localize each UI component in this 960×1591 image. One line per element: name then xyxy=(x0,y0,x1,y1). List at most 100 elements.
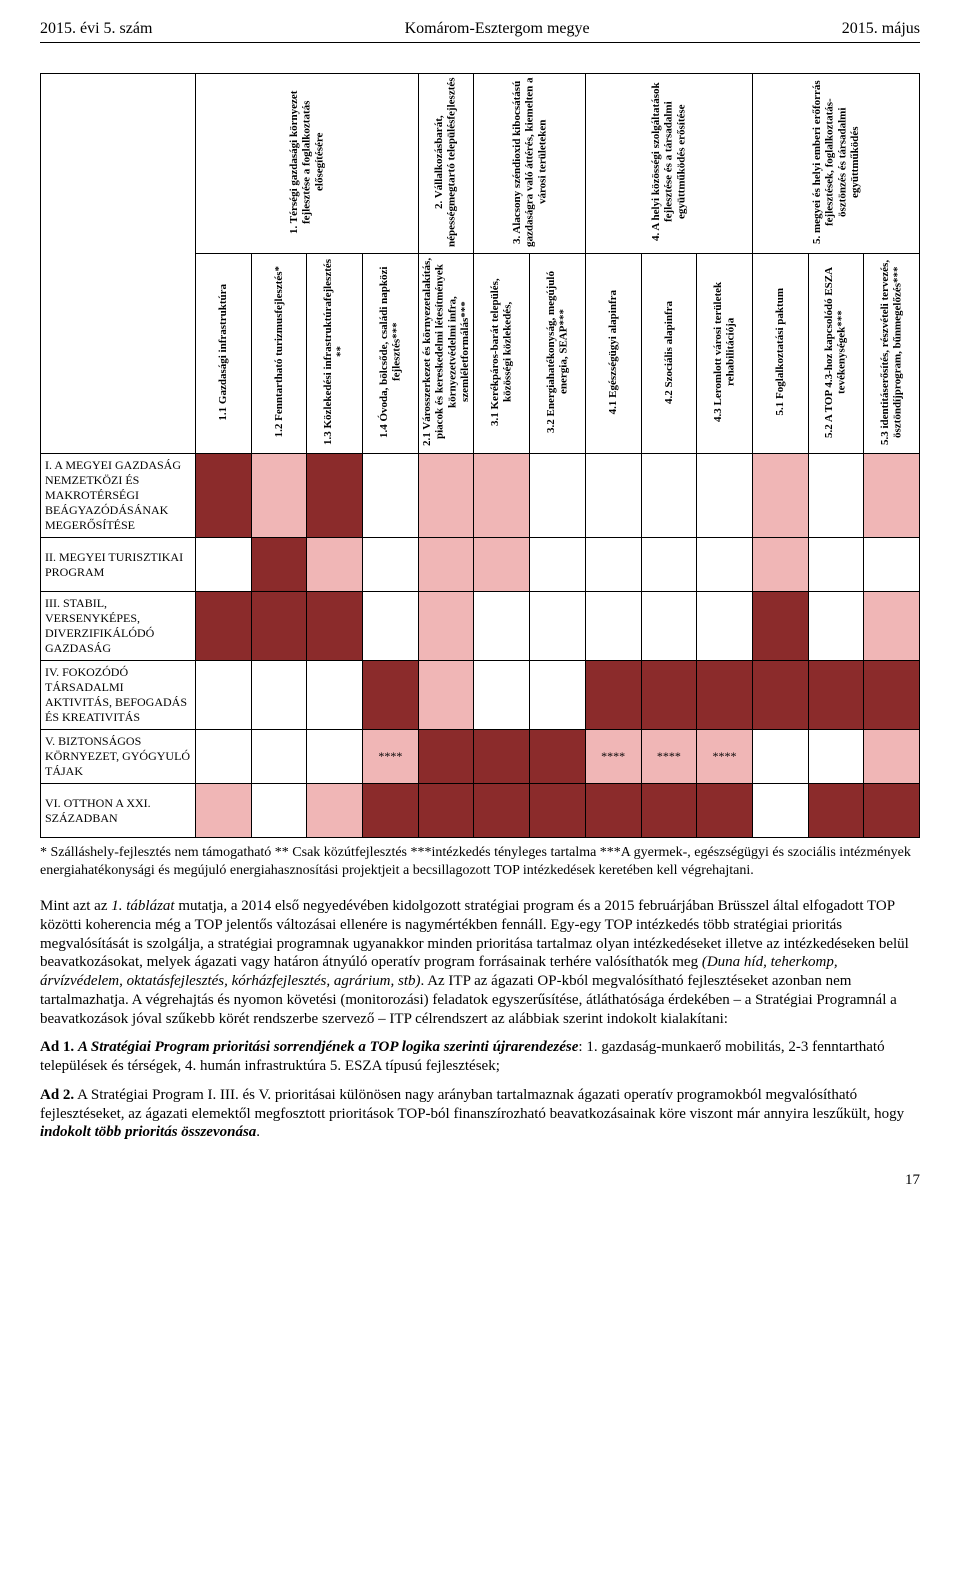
matrix-cell xyxy=(363,538,419,592)
row-label: III. STABIL, VERSENYKÉPES, DIVERZIFIKÁLÓ… xyxy=(41,592,196,661)
sub-header-cell: 1.3 Közlekedési infrastruktúrafejlesztés… xyxy=(307,254,363,454)
matrix-cell xyxy=(418,538,474,592)
matrix-cell xyxy=(585,661,641,730)
matrix-cell xyxy=(530,784,586,838)
matrix-cell xyxy=(307,538,363,592)
matrix-cell xyxy=(530,661,586,730)
matrix-cell xyxy=(697,538,753,592)
table-row: IV. FOKOZÓDÓ TÁRSADALMI AKTIVITÁS, BEFOG… xyxy=(41,661,920,730)
top-header-cell: 5. megyei és helyi emberi erőforrás fejl… xyxy=(752,74,919,254)
matrix-cell xyxy=(864,730,920,784)
sub-header-cell: 3.2 Energiahatékonyság, megújuló energia… xyxy=(530,254,586,454)
sub-header-label: 5.1 Foglalkoztatási paktum xyxy=(774,288,787,415)
matrix-cell xyxy=(251,538,307,592)
sub-header-cell: 4.1 Egészségügyi alapinfra xyxy=(585,254,641,454)
matrix-cell xyxy=(196,592,252,661)
sub-header-label: 1.4 Óvoda, bölcsőde, családi napközi fej… xyxy=(378,257,403,447)
matrix-cell xyxy=(641,661,697,730)
top-header-label: 3. Alacsony széndioxid kibocsátású gazda… xyxy=(511,77,549,247)
matrix-cell xyxy=(474,538,530,592)
matrix-cell xyxy=(752,661,808,730)
row-label: I. A MEGYEI GAZDASÁG NEMZETKÖZI ÉS MAKRO… xyxy=(41,454,196,538)
matrix-cell xyxy=(641,784,697,838)
matrix-cell xyxy=(585,784,641,838)
matrix-cell xyxy=(196,661,252,730)
matrix-cell xyxy=(697,784,753,838)
top-header-label: 4. A helyi közösségi szolgáltatások fejl… xyxy=(650,77,688,247)
matrix-cell xyxy=(251,730,307,784)
matrix-cell xyxy=(752,538,808,592)
top-header-label: 5. megyei és helyi emberi erőforrás fejl… xyxy=(811,77,862,247)
page-header: 2015. évi 5. szám Komárom-Esztergom megy… xyxy=(40,20,920,43)
matrix-cell xyxy=(530,730,586,784)
matrix-cell xyxy=(307,784,363,838)
matrix-cell xyxy=(808,730,864,784)
corner-cell xyxy=(41,74,196,454)
sub-header-cell: 3.1 Kerékpáros-barát település, közösség… xyxy=(474,254,530,454)
matrix-cell xyxy=(697,454,753,538)
sub-header-cell: 1.4 Óvoda, bölcsőde, családi napközi fej… xyxy=(363,254,419,454)
matrix-cell xyxy=(641,592,697,661)
matrix-cell xyxy=(808,661,864,730)
sub-header-label: 1.2 Fenntartható turizmusfejlesztés* xyxy=(273,266,286,437)
matrix-cell xyxy=(196,538,252,592)
matrix-cell xyxy=(196,730,252,784)
matrix-cell xyxy=(585,454,641,538)
matrix-cell xyxy=(363,592,419,661)
matrix-cell xyxy=(418,454,474,538)
matrix-cell xyxy=(418,784,474,838)
matrix-cell xyxy=(864,592,920,661)
sub-header-label: 4.3 Leromlott városi területek rehabilit… xyxy=(712,257,737,447)
matrix-cell: **** xyxy=(641,730,697,784)
sub-header-cell: 1.1 Gazdasági infrastruktúra xyxy=(196,254,252,454)
coherence-matrix-table: 1. Térségi gazdasági környezet fejleszté… xyxy=(40,73,920,838)
matrix-cell xyxy=(808,454,864,538)
body-text: Mint azt az 1. táblázat mutatja, a 2014 … xyxy=(40,897,920,1142)
matrix-cell xyxy=(251,454,307,538)
matrix-cell xyxy=(864,538,920,592)
matrix-cell xyxy=(808,538,864,592)
header-center: Komárom-Esztergom megye xyxy=(405,20,590,38)
matrix-cell xyxy=(251,592,307,661)
matrix-cell xyxy=(864,784,920,838)
matrix-cell xyxy=(530,592,586,661)
sub-header-label: 5.3 identitáserősítés, részvételi tervez… xyxy=(879,257,904,447)
row-label: II. MEGYEI TURISZTIKAI PROGRAM xyxy=(41,538,196,592)
matrix-cell xyxy=(363,784,419,838)
matrix-cell xyxy=(196,454,252,538)
matrix-cell xyxy=(530,538,586,592)
table-footnote: * Szálláshely-fejlesztés nem támogatható… xyxy=(40,844,920,879)
row-label: V. BIZTONSÁGOS KÖRNYEZET, GYÓGYULÓ TÁJAK xyxy=(41,730,196,784)
matrix-cell xyxy=(752,730,808,784)
body-paragraph: Ad 2. A Stratégiai Program I. III. és V.… xyxy=(40,1086,920,1142)
matrix-cell xyxy=(864,454,920,538)
matrix-cell xyxy=(641,538,697,592)
sub-header-label: 4.2 Szociális alapinfra xyxy=(663,301,676,404)
row-label: IV. FOKOZÓDÓ TÁRSADALMI AKTIVITÁS, BEFOG… xyxy=(41,661,196,730)
matrix-cell xyxy=(530,454,586,538)
header-right: 2015. május xyxy=(842,20,920,38)
matrix-cell xyxy=(697,661,753,730)
table-body: I. A MEGYEI GAZDASÁG NEMZETKÖZI ÉS MAKRO… xyxy=(41,454,920,838)
sub-header-cell: 5.1 Foglalkoztatási paktum xyxy=(752,254,808,454)
matrix-cell xyxy=(251,784,307,838)
matrix-cell xyxy=(585,538,641,592)
sub-header-label: 3.1 Kerékpáros-barát település, közösség… xyxy=(489,257,514,447)
top-header-label: 1. Térségi gazdasági környezet fejleszté… xyxy=(288,77,326,247)
table-row: VI. OTTHON A XXI. SZÁZADBAN xyxy=(41,784,920,838)
matrix-cell xyxy=(641,454,697,538)
matrix-cell xyxy=(752,784,808,838)
sub-header-cell: 2.1 Városszerkezet és környezetalakítás,… xyxy=(418,254,474,454)
matrix-cell xyxy=(697,592,753,661)
sub-header-cell: 4.3 Leromlott városi területek rehabilit… xyxy=(697,254,753,454)
matrix-cell: **** xyxy=(363,730,419,784)
matrix-cell: **** xyxy=(585,730,641,784)
matrix-cell xyxy=(196,784,252,838)
sub-header-label: 1.3 Közlekedési infrastruktúrafejlesztés… xyxy=(322,257,347,447)
table-row: II. MEGYEI TURISZTIKAI PROGRAM xyxy=(41,538,920,592)
matrix-cell xyxy=(752,454,808,538)
matrix-cell xyxy=(363,661,419,730)
top-header-cell: 2. Vállalkozásbarát, népességmegtartó te… xyxy=(418,74,474,254)
body-paragraph: Mint azt az 1. táblázat mutatja, a 2014 … xyxy=(40,897,920,1028)
sub-header-cell: 4.2 Szociális alapinfra xyxy=(641,254,697,454)
